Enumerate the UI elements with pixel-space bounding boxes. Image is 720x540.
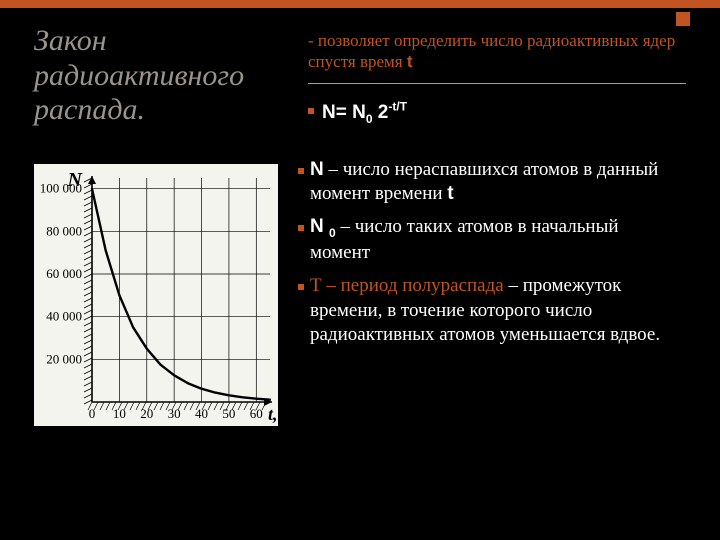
header-row: Закон радиоактивного распада. - позволяе… bbox=[34, 22, 686, 152]
def-dash: – bbox=[336, 216, 355, 237]
decay-chart: 010203040506020 00040 00060 00080 000100… bbox=[34, 164, 278, 426]
formula-lhs: N= N bbox=[322, 102, 366, 123]
def-item-T: Т – период полураспада – промежуток врем… bbox=[298, 274, 680, 348]
formula-line: N= N0 2-t/T bbox=[308, 100, 686, 126]
divider bbox=[308, 83, 686, 84]
subtitle: - позволяет определить число радиоактивн… bbox=[308, 30, 686, 73]
chart-wrap: 010203040506020 00040 00060 00080 000100… bbox=[34, 164, 278, 426]
accent-corner bbox=[676, 12, 690, 26]
formula: N= N0 2-t/T bbox=[322, 102, 407, 123]
svg-text:30: 30 bbox=[168, 406, 181, 421]
svg-text:N: N bbox=[67, 169, 84, 191]
svg-text:t, c: t, c bbox=[268, 404, 278, 424]
right-column-top: - позволяет определить число радиоактивн… bbox=[308, 22, 686, 152]
definitions-list: N – число нераспавшихся атомов в данный … bbox=[298, 158, 680, 349]
svg-text:80 000: 80 000 bbox=[46, 223, 82, 238]
slide: Закон радиоактивного распада. - позволяе… bbox=[0, 0, 720, 540]
formula-sup: -t/T bbox=[388, 100, 407, 114]
def-dash: – bbox=[504, 275, 523, 296]
def-text: число таких атомов в начальный момент bbox=[310, 216, 619, 263]
subtitle-var: t bbox=[407, 52, 413, 71]
def-tail: t bbox=[447, 183, 453, 204]
slide-title: Закон радиоактивного распада. bbox=[34, 22, 292, 128]
subtitle-text: - позволяет определить число радиоактивн… bbox=[308, 31, 675, 71]
formula-mid: 2 bbox=[373, 102, 389, 123]
def-sym-orange: Т – период полураспада bbox=[310, 275, 504, 296]
svg-text:20 000: 20 000 bbox=[46, 351, 82, 366]
svg-text:20: 20 bbox=[140, 406, 153, 421]
svg-text:60: 60 bbox=[250, 406, 263, 421]
svg-text:50: 50 bbox=[222, 406, 235, 421]
def-sub: 0 bbox=[329, 226, 336, 240]
content-row: 010203040506020 00040 00060 00080 000100… bbox=[34, 158, 686, 426]
def-item-N: N – число нераспавшихся атомов в данный … bbox=[298, 158, 680, 207]
chart-svg: 010203040506020 00040 00060 00080 000100… bbox=[34, 164, 278, 426]
def-sym: N bbox=[310, 159, 324, 180]
svg-text:40 000: 40 000 bbox=[46, 308, 82, 323]
svg-text:40: 40 bbox=[195, 406, 208, 421]
accent-band bbox=[0, 0, 720, 8]
svg-text:60 000: 60 000 bbox=[46, 266, 82, 281]
def-item-N0: N 0 – число таких атомов в начальный мом… bbox=[298, 215, 680, 266]
svg-text:10: 10 bbox=[113, 406, 126, 421]
def-text: число нераспавшихся атомов в данный моме… bbox=[310, 159, 658, 205]
formula-sub0: 0 bbox=[366, 112, 373, 126]
def-sym: N bbox=[310, 216, 329, 237]
def-dash: – bbox=[324, 159, 343, 180]
definitions-wrap: N – число нераспавшихся атомов в данный … bbox=[298, 158, 686, 426]
svg-text:0: 0 bbox=[89, 406, 96, 421]
